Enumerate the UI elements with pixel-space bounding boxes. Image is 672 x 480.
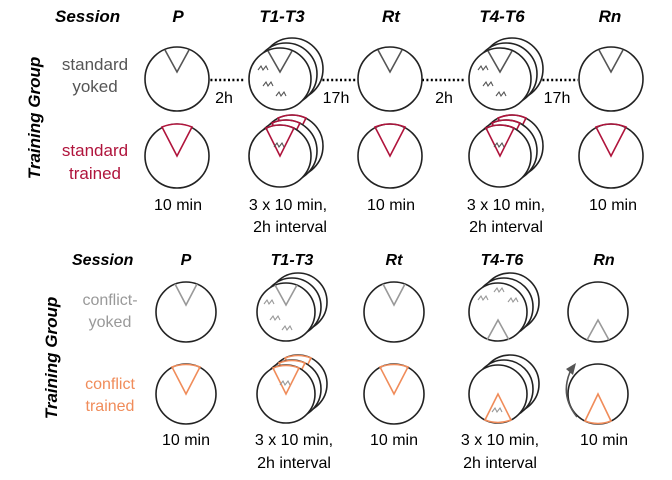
session-rn-header: Rn xyxy=(599,7,622,26)
rotation-arrow-icon xyxy=(565,371,578,418)
arena-stack-standard-yoked-t4-t6 xyxy=(468,37,544,111)
arena-conflict-trained-rn xyxy=(565,363,629,425)
gap-label-2h: 2h xyxy=(215,90,233,107)
duration-t4-t6-line1: 3 x 10 min, xyxy=(467,197,545,214)
shock-zigzag-icon xyxy=(275,90,287,98)
shock-zigzag-icon xyxy=(269,314,281,322)
duration-rn: 10 min xyxy=(580,432,628,449)
arena-conflict-yoked-rt xyxy=(363,281,425,343)
gap-label-17h: 17h xyxy=(323,90,350,107)
group-conflict-trained-label-line1: conflict xyxy=(85,376,135,393)
duration-t1-t3-line2: 2h interval xyxy=(253,219,327,236)
group-standard-trained-label-line1: standard xyxy=(62,141,128,160)
duration-p: 10 min xyxy=(154,197,202,214)
arena-standard-yoked-rn xyxy=(578,46,644,112)
duration-t4-t6-line1: 3 x 10 min, xyxy=(461,432,539,449)
arena-stack-conflict-trained-t4-t6 xyxy=(468,354,540,424)
group-standard-yoked-label-line2: yoked xyxy=(72,77,117,96)
training-group-axis-label: Training Group xyxy=(42,297,61,419)
duration-t4-t6-line2: 2h interval xyxy=(463,455,537,472)
gap-label-2h: 2h xyxy=(435,90,453,107)
standard-panel: Session P T1-T3 Rt T4-T6 Rn Training Gro… xyxy=(25,7,644,236)
session-rt-header: Rt xyxy=(386,252,404,269)
duration-rt: 10 min xyxy=(370,432,418,449)
group-conflict-yoked-label-line2: yoked xyxy=(89,314,132,331)
arena-standard-yoked-rt xyxy=(357,46,423,112)
group-conflict-trained-label-line2: trained xyxy=(86,398,135,415)
gap-label-17h: 17h xyxy=(544,90,571,107)
arena-stack-standard-yoked-t1-t3 xyxy=(248,37,324,111)
arena-conflict-yoked-rn xyxy=(567,281,629,343)
shock-zigzag-icon xyxy=(477,294,489,302)
arena-stack-conflict-yoked-t4-t6 xyxy=(468,272,540,342)
arena-stack-conflict-yoked-t1-t3 xyxy=(256,272,328,342)
conflict-panel: Session P T1-T3 Rt T4-T6 Rn Training Gro… xyxy=(42,252,629,472)
shock-zigzag-icon xyxy=(482,80,494,88)
duration-t1-t3-line1: 3 x 10 min, xyxy=(249,197,327,214)
session-t1-t3-header: T1-T3 xyxy=(271,252,314,269)
shock-zigzag-icon xyxy=(507,296,519,304)
shock-zigzag-icon xyxy=(281,324,293,332)
session-rn-header: Rn xyxy=(593,252,615,269)
shock-zigzag-icon xyxy=(263,298,275,306)
shock-zigzag-icon xyxy=(257,64,269,72)
group-standard-trained-label-line2: trained xyxy=(69,164,121,183)
arena-standard-trained-rn xyxy=(578,123,644,189)
shock-zigzag-icon xyxy=(262,80,274,88)
arena-conflict-trained-rt xyxy=(363,363,425,425)
shock-zigzag-icon xyxy=(279,379,291,387)
rotation-arrowhead-icon xyxy=(566,363,576,375)
session-t4-t6-header: T4-T6 xyxy=(481,252,524,269)
session-p-header: P xyxy=(181,252,192,269)
shock-zigzag-icon xyxy=(493,286,505,294)
group-standard-yoked-label-line1: standard xyxy=(62,55,128,74)
session-header-label: Session xyxy=(72,252,134,269)
duration-t4-t6-line2: 2h interval xyxy=(469,219,543,236)
arena-standard-yoked-p xyxy=(144,46,210,112)
shock-zigzag-icon xyxy=(477,64,489,72)
shock-zigzag-icon xyxy=(273,141,285,149)
shock-zigzag-icon xyxy=(493,141,505,149)
duration-rn: 10 min xyxy=(589,197,637,214)
arena-conflict-trained-p xyxy=(155,363,217,425)
duration-t1-t3-line2: 2h interval xyxy=(257,455,331,472)
arena-standard-trained-p xyxy=(144,123,210,189)
duration-rt: 10 min xyxy=(367,197,415,214)
session-t1-t3-header: T1-T3 xyxy=(259,7,305,26)
session-t4-t6-header: T4-T6 xyxy=(479,7,525,26)
arena-stack-standard-trained-t1-t3 xyxy=(248,114,324,188)
session-header-label: Session xyxy=(55,7,120,26)
duration-t1-t3-line1: 3 x 10 min, xyxy=(255,432,333,449)
shock-zigzag-icon xyxy=(491,406,503,414)
session-rt-header: Rt xyxy=(382,7,401,26)
shock-zigzag-icon xyxy=(495,90,507,98)
session-p-header: P xyxy=(172,7,184,26)
arena-standard-trained-rt xyxy=(357,123,423,189)
group-conflict-yoked-label-line1: conflict- xyxy=(82,292,137,309)
arena-stack-standard-trained-t4-t6 xyxy=(468,114,544,188)
arena-conflict-yoked-p xyxy=(155,281,217,343)
arena-stack-conflict-trained-t1-t3 xyxy=(256,354,328,424)
training-group-axis-label: Training Group xyxy=(25,57,44,179)
duration-p: 10 min xyxy=(162,432,210,449)
